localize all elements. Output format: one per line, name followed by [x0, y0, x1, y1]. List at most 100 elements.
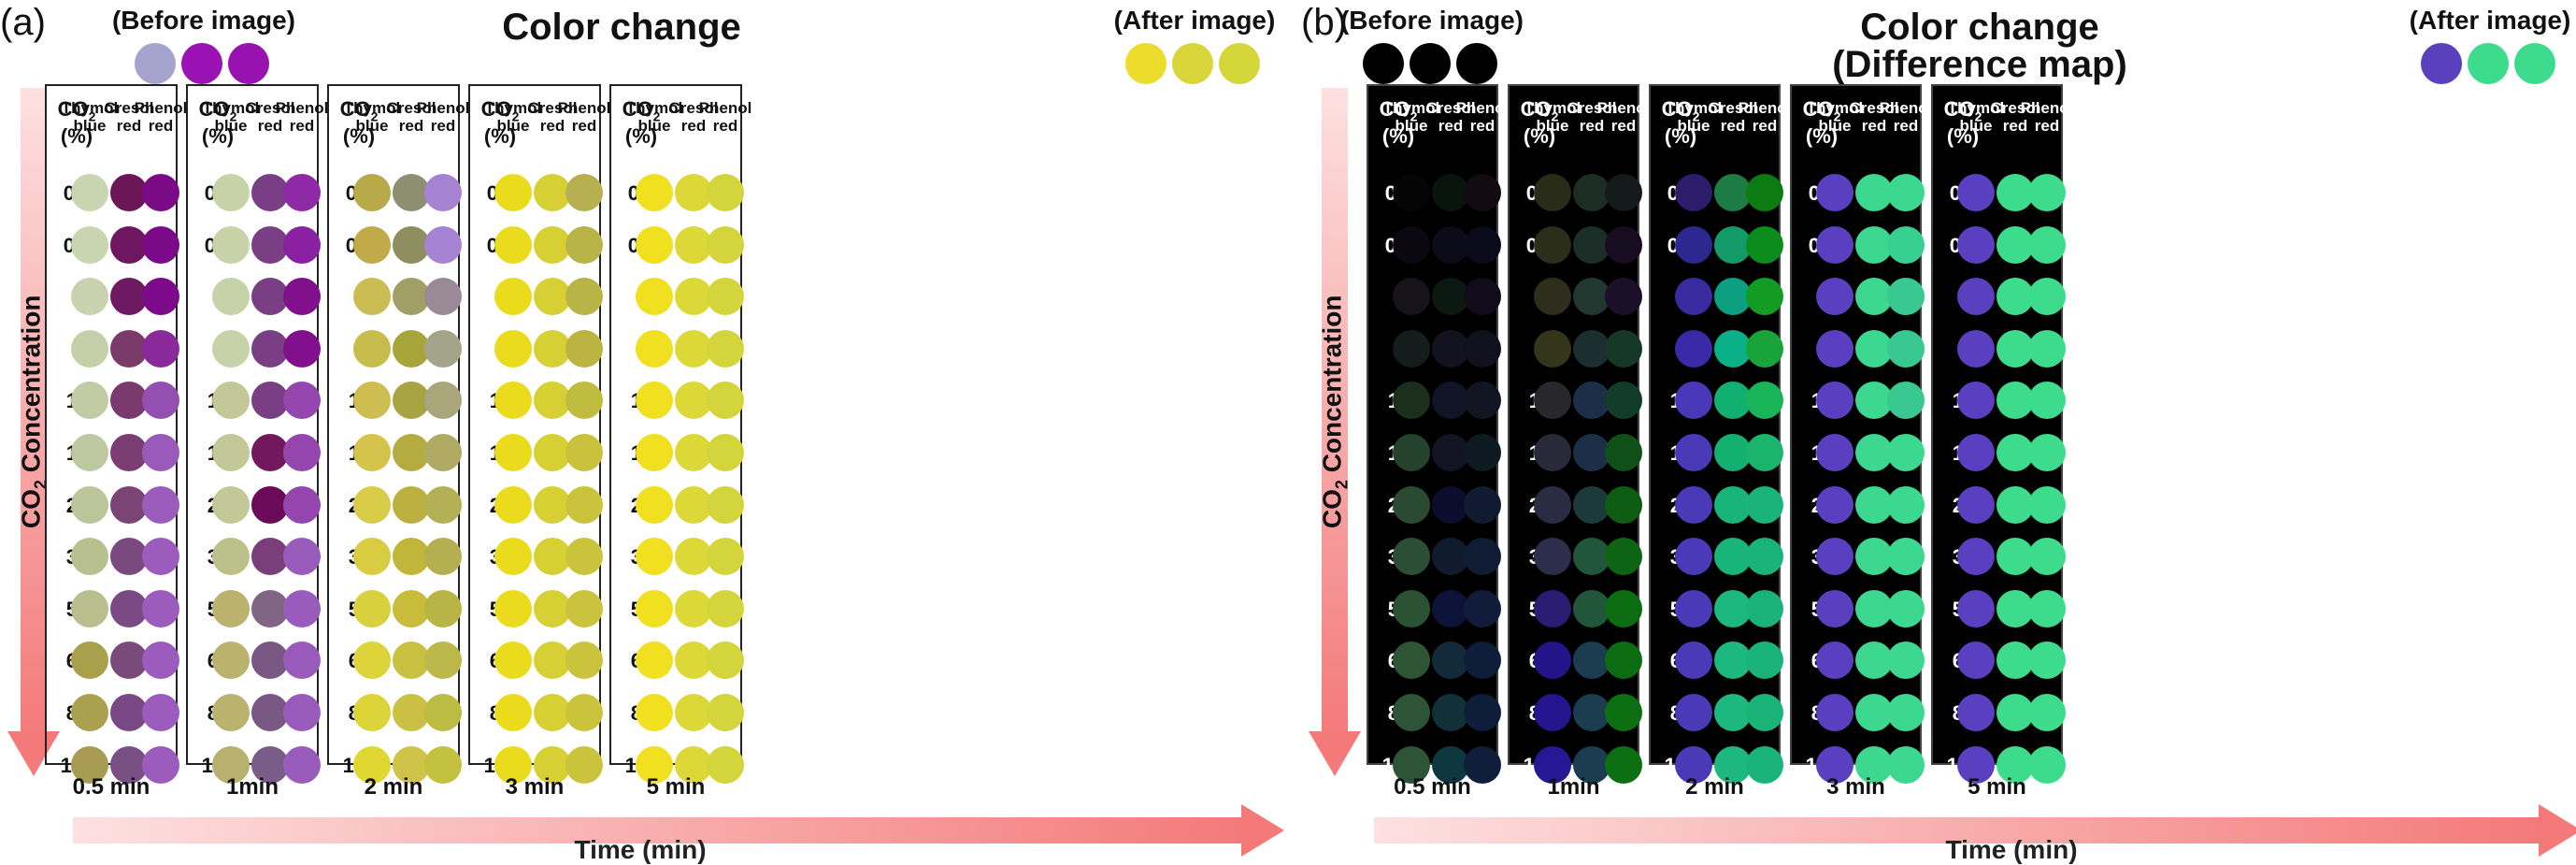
indicator-dot [707, 589, 744, 627]
indicator-dot [636, 485, 673, 524]
indicator-dot [110, 642, 148, 680]
header-indicator-name2: blue [214, 117, 248, 135]
indicator-dot [534, 329, 571, 368]
indicator-dot [1573, 589, 1610, 627]
header-pct: (%) [1523, 124, 1556, 149]
indicator-dot [1746, 329, 1783, 368]
indicator-dot [1714, 538, 1752, 576]
indicator-dot [1746, 538, 1783, 576]
indicator-dot [393, 225, 430, 264]
indicator-dot [1996, 225, 2034, 264]
indicator-dot [1573, 278, 1610, 316]
indicator-dot [565, 485, 603, 524]
header-indicator-name2: red [712, 117, 738, 135]
indicator-dot [1816, 745, 1853, 784]
indicator-dot [565, 225, 603, 264]
indicator-dot [1605, 694, 1642, 731]
indicator-dot [636, 382, 673, 420]
panel_a-time-label: 5 min [646, 774, 706, 800]
indicator-dot [534, 278, 571, 316]
header-indicator-name2: blue [1959, 117, 1993, 135]
header-co2-sub: 2 [511, 108, 520, 124]
indicator-dot [2028, 745, 2066, 784]
indicator-dot [1996, 745, 2034, 784]
header-indicator-name2: red [1752, 117, 1778, 135]
header-indicator-name: Phenol [557, 99, 611, 117]
indicator-dot [353, 174, 391, 211]
indicator-dot [424, 538, 462, 576]
indicator-dot [1855, 225, 1893, 264]
indicator-dot [251, 694, 289, 731]
indicator-dot [1996, 694, 2034, 731]
panel_b-after-caption: (After image) [2409, 6, 2571, 35]
header-indicator-name2: red [571, 117, 597, 135]
indicator-dot [1996, 174, 2034, 211]
indicator-dot [636, 694, 673, 731]
indicator-dot [1432, 278, 1469, 316]
header-indicator-name: Cresol [386, 99, 436, 117]
indicator-dot [1855, 485, 1893, 524]
indicator-dot [1957, 694, 1995, 731]
indicator-dot [1534, 434, 1571, 471]
panel_b-time-label: 5 min [1968, 774, 2026, 800]
header-indicator-name: Phenol [416, 99, 470, 117]
indicator-dot [1855, 278, 1893, 316]
header-co2: CO2 (%) [193, 99, 242, 147]
indicator-dot [212, 278, 250, 316]
indicator-dot [2028, 329, 2066, 368]
indicator-dot [534, 694, 571, 731]
header-indicator-name2: red [430, 117, 456, 135]
indicator-dot [675, 434, 712, 471]
indicator-dot [534, 589, 571, 627]
header-indicator-name2: red [2002, 117, 2028, 135]
indicator-dot [283, 485, 321, 524]
header-indicator-name2: blue [355, 117, 389, 135]
panel_b-time-panel: CO2(%)ThymolblueCresolredPhenolred0.10.5… [1508, 84, 1650, 784]
indicator-dot [1534, 225, 1571, 264]
header-indicator-2: Phenol red [1868, 99, 1943, 135]
indicator-dot [424, 745, 462, 784]
indicator-dot [1432, 745, 1469, 784]
indicator-dot [494, 382, 532, 420]
header-pct: (%) [60, 124, 93, 149]
panel_b-y-axis-label: CO2 Concentration [1317, 295, 1352, 529]
indicator-dot [1534, 589, 1571, 627]
indicator-dot [494, 642, 532, 680]
indicator-dot [1714, 434, 1752, 471]
panel_b-time-label: 0.5 min [1394, 774, 1471, 800]
indicator-dot [1605, 434, 1642, 471]
indicator-dot [1432, 225, 1469, 264]
indicator-dot [534, 382, 571, 420]
indicator-dot [1464, 589, 1501, 627]
indicator-dot [565, 329, 603, 368]
indicator-dot [1393, 538, 1430, 576]
indicator-dot [1573, 329, 1610, 368]
indicator-dot [1714, 382, 1752, 420]
indicator-dot [565, 642, 603, 680]
indicator-dot [494, 434, 532, 471]
indicator-dot [283, 382, 321, 420]
header-co2-text: CO [198, 97, 230, 121]
indicator-dot [1887, 745, 1925, 784]
indicator-dot [1605, 225, 1642, 264]
panel_a-time-label: 0.5 min [72, 774, 150, 800]
header-indicator-0: Thymol blue [1656, 99, 1731, 135]
panel_b-time-panel: CO2(%)ThymolblueCresolredPhenolred0.10.5… [1367, 84, 1509, 784]
indicator-dot [1714, 694, 1752, 731]
indicator-dot [1432, 642, 1469, 680]
indicator-dot [251, 225, 289, 264]
indicator-dot [1957, 745, 1995, 784]
indicator-dot [1675, 745, 1712, 784]
indicator-dot [251, 434, 289, 471]
indicator-dot [1675, 278, 1712, 316]
panel_b-after-ref-dot [2514, 43, 2555, 84]
indicator-dot [110, 329, 148, 368]
indicator-dot [1887, 225, 1925, 264]
indicator-dot [675, 745, 712, 784]
indicator-dot [707, 434, 744, 471]
indicator-dot [1393, 589, 1430, 627]
header-pct: (%) [342, 124, 376, 149]
indicator-dot [1996, 589, 2034, 627]
header-indicator-name: Thymol [61, 99, 119, 117]
indicator-dot [353, 382, 391, 420]
